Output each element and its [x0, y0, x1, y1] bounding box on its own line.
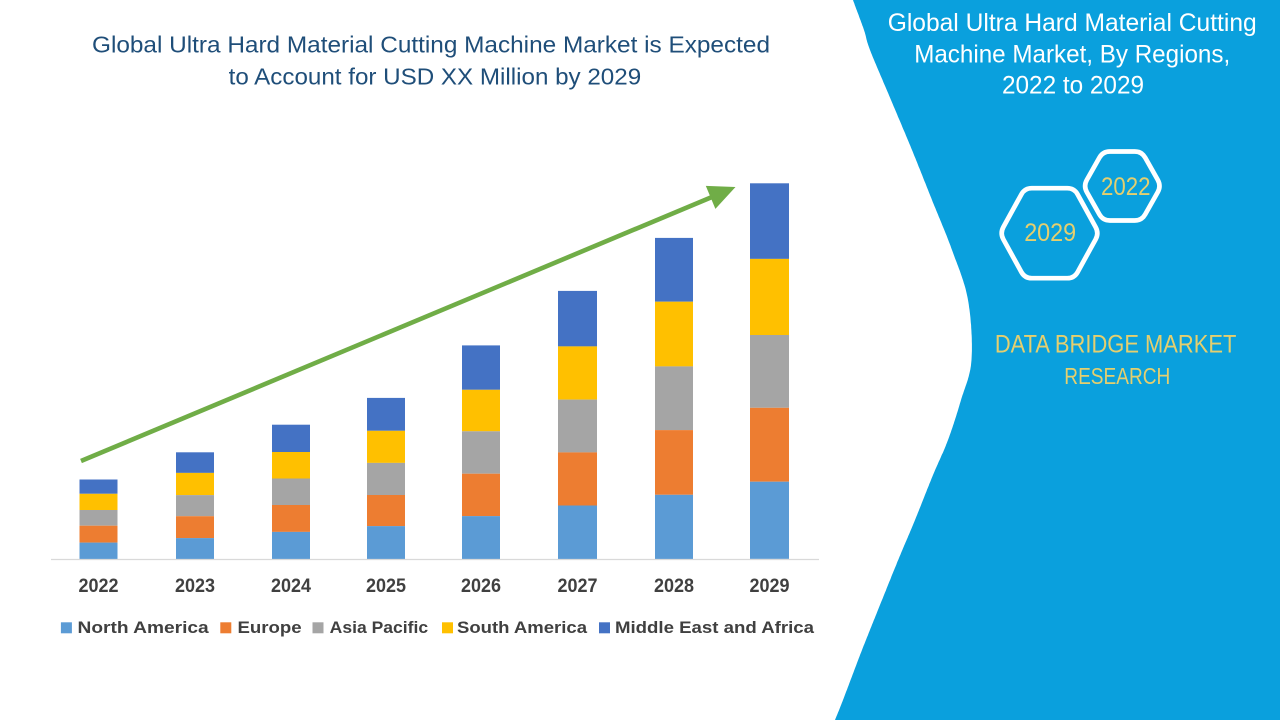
svg-text:to Account for USD XX Million: to Account for USD XX Million by 2029 [229, 64, 642, 90]
svg-text:2022: 2022 [79, 576, 119, 597]
svg-text:2028: 2028 [654, 576, 694, 597]
svg-text:DATA BRIDGE MARKET: DATA BRIDGE MARKET [995, 330, 1237, 358]
svg-text:2025: 2025 [366, 576, 406, 597]
svg-text:Europe: Europe [238, 618, 302, 637]
svg-text:2029: 2029 [750, 576, 790, 597]
svg-text:Middle East and Africa: Middle East and Africa [615, 618, 815, 637]
svg-text:Asia Pacific: Asia Pacific [330, 618, 428, 637]
svg-text:2022: 2022 [1101, 173, 1151, 201]
svg-text:2022 to 2029: 2022 to 2029 [1002, 73, 1144, 100]
svg-text:2027: 2027 [558, 576, 598, 597]
svg-text:Global Ultra Hard Material Cut: Global Ultra Hard Material Cutting [888, 10, 1257, 37]
svg-text:North America: North America [78, 618, 210, 637]
svg-text:2023: 2023 [175, 576, 215, 597]
svg-text:RESEARCH: RESEARCH [1064, 363, 1170, 389]
svg-text:2026: 2026 [461, 576, 501, 597]
svg-text:2024: 2024 [271, 576, 311, 597]
svg-text:Machine Market, By Regions,: Machine Market, By Regions, [914, 41, 1230, 68]
svg-text:Global Ultra Hard Material Cut: Global Ultra Hard Material Cutting Machi… [92, 32, 770, 58]
svg-text:South America: South America [457, 618, 588, 637]
svg-text:2029: 2029 [1024, 219, 1076, 247]
